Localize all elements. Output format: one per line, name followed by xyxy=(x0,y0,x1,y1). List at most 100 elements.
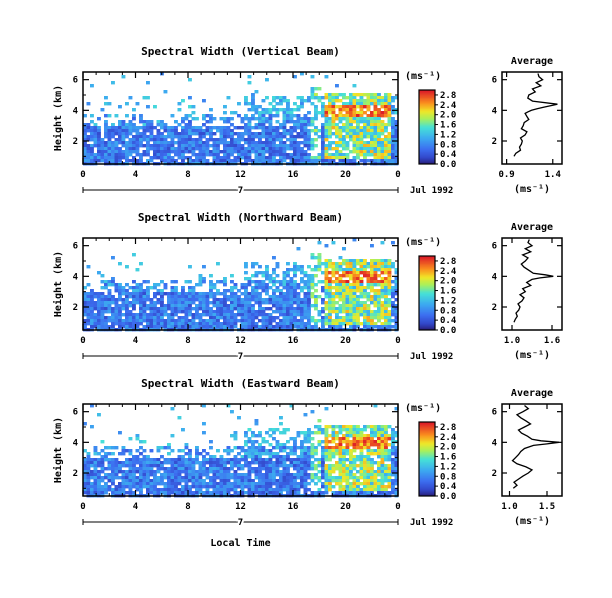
x-tick-label: 16 xyxy=(288,336,299,346)
colorbar-segment xyxy=(419,127,435,129)
average-x-tick-label: 0.9 xyxy=(498,170,514,180)
colorbar-segment xyxy=(419,304,435,306)
colorbar-segment xyxy=(419,299,435,301)
colorbar-segment xyxy=(419,322,435,325)
colorbar-segment xyxy=(419,316,435,319)
colorbar-tick-label: 0.0 xyxy=(440,492,456,502)
average-x-label: (ms⁻¹) xyxy=(514,184,550,195)
y-tick-label: 6 xyxy=(73,76,78,86)
x-tick-label: 20 xyxy=(340,170,351,180)
colorbar-segment xyxy=(419,134,435,137)
colorbar-segment xyxy=(419,115,435,118)
x-tick-label: 20 xyxy=(340,336,351,346)
colorbar-segment xyxy=(419,151,435,154)
colorbar-tick-label: 1.2 xyxy=(440,296,456,306)
colorbar-segment xyxy=(419,315,435,317)
y-axis-label: Height (km) xyxy=(52,417,64,483)
colorbar-segment xyxy=(419,96,435,98)
colorbar-segment xyxy=(419,90,435,92)
x-tick-label: 0 xyxy=(395,336,400,346)
colorbar-segment xyxy=(419,107,435,109)
date-label: Jul 1992 xyxy=(410,352,453,362)
colorbar-segment xyxy=(419,318,435,321)
colorbar-segment xyxy=(419,113,435,116)
colorbar-segment xyxy=(419,93,435,96)
colorbar-segment xyxy=(419,288,435,290)
colorbar-segment xyxy=(419,297,435,300)
colorbar-segment xyxy=(419,99,435,102)
colorbar-segment xyxy=(419,491,435,493)
colorbar-segment xyxy=(419,94,435,97)
colorbar-segment xyxy=(419,455,435,458)
colorbar-segment xyxy=(419,133,435,135)
colorbar-segment xyxy=(419,457,435,460)
average-profile: Average 2 4 6 1.0 1.6 (ms⁻¹) xyxy=(492,222,563,361)
y-tick-label: 4 xyxy=(73,438,79,448)
colorbar-segment xyxy=(419,281,435,284)
colorbar-segment xyxy=(419,140,435,143)
colorbar-segment xyxy=(419,456,435,459)
colorbar-tick-label: 2.8 xyxy=(440,423,456,433)
average-profile: Average 2 4 6 1.0 1.5 (ms⁻¹) xyxy=(492,388,563,527)
colorbar-segment xyxy=(419,276,435,279)
colorbar-segment xyxy=(419,471,435,474)
colorbar-segment xyxy=(419,291,435,294)
colorbar-tick-label: 2.0 xyxy=(440,111,456,121)
colorbar-tick-label: 2.4 xyxy=(440,101,457,111)
colorbar-tick-label: 1.6 xyxy=(440,287,456,297)
colorbar-segment xyxy=(419,135,435,138)
colorbar-segment xyxy=(419,462,435,465)
colorbar-segment xyxy=(419,484,435,487)
colorbar-segment xyxy=(419,426,435,429)
panel-1: Spectral Width (Vertical Beam)0 4 8 12 16 20 0… xyxy=(52,45,563,198)
colorbar-segment xyxy=(419,138,435,140)
panel-3: Spectral Width (Eastward Beam)0 4 8 12 16 20 0… xyxy=(52,377,563,549)
average-profile: Average 2 4 6 0.9 1.4 (ms⁻¹) xyxy=(492,56,563,195)
panel-title: Spectral Width (Northward Beam) xyxy=(138,211,343,224)
x-tick-label: 16 xyxy=(288,502,299,512)
colorbar-segment xyxy=(419,429,435,432)
colorbar-frame xyxy=(418,255,436,331)
colorbar-segment xyxy=(419,112,435,114)
colorbar-segment xyxy=(419,470,435,472)
colorbar-tick-label: 0.4 xyxy=(440,482,457,492)
colorbar-tick-label: 0.0 xyxy=(440,326,456,336)
colorbar-unit: (ms⁻¹) xyxy=(405,237,441,248)
average-x-tick-label: 1.5 xyxy=(539,502,555,512)
colorbar: 0.00.40.81.21.62.02.42.8 xyxy=(418,89,457,170)
colorbar-frame xyxy=(418,421,436,497)
colorbar-segment xyxy=(419,327,435,330)
x-tick-label: 8 xyxy=(185,502,190,512)
average-y-tick-label: 6 xyxy=(492,76,497,86)
colorbar-segment xyxy=(419,157,435,160)
colorbar-segment xyxy=(419,109,435,112)
colorbar-segment xyxy=(419,146,435,149)
average-y-tick-label: 2 xyxy=(492,137,497,147)
average-line xyxy=(513,73,558,157)
x-tick-label: 12 xyxy=(235,170,246,180)
colorbar-segment xyxy=(419,483,435,486)
panel-title: Spectral Width (Vertical Beam) xyxy=(141,45,340,58)
average-frame xyxy=(501,71,563,165)
x-tick-label: 8 xyxy=(185,170,190,180)
colorbar-segment xyxy=(419,161,435,164)
colorbar-segment xyxy=(419,91,435,93)
colorbar-tick-label: 0.8 xyxy=(440,472,456,482)
colorbar-segment xyxy=(419,143,435,145)
colorbar-segment xyxy=(419,422,435,424)
colorbar: 0.00.40.81.21.62.02.42.8 xyxy=(418,255,457,336)
colorbar-tick-label: 2.0 xyxy=(440,277,456,287)
average-y-tick-label: 2 xyxy=(492,303,497,313)
colorbar-segment xyxy=(419,106,435,108)
colorbar-tick-label: 0.0 xyxy=(440,160,456,170)
average-x-tick-label: 1.4 xyxy=(545,170,562,180)
x-tick-label: 8 xyxy=(185,336,190,346)
colorbar-segment xyxy=(419,312,435,315)
colorbar-segment xyxy=(419,259,435,262)
colorbar-segment xyxy=(419,486,435,488)
average-frame xyxy=(501,237,563,331)
colorbar-segment xyxy=(419,300,435,303)
colorbar-segment xyxy=(419,434,435,437)
colorbar-segment xyxy=(419,489,435,492)
y-tick-label: 6 xyxy=(73,408,78,418)
